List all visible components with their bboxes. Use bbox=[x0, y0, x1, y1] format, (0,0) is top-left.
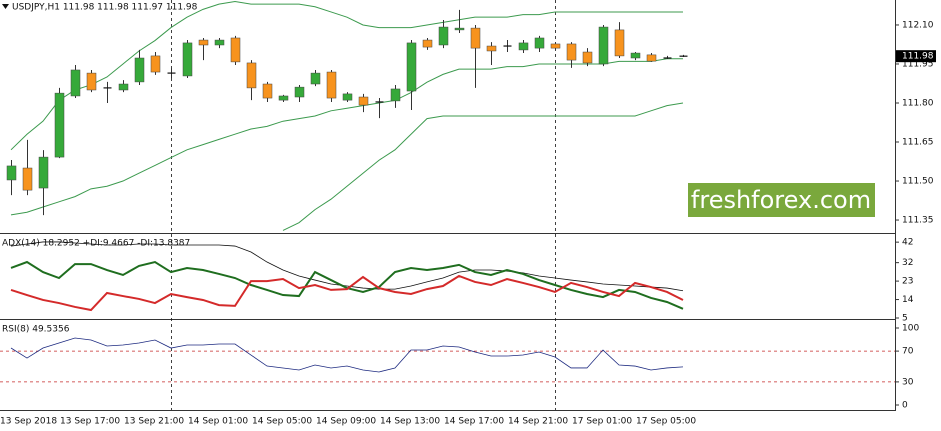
watermark: freshforex.com bbox=[691, 186, 871, 214]
candle-body bbox=[198, 39, 209, 46]
y-tick-label: 111.35 bbox=[902, 216, 934, 226]
candle-body bbox=[86, 72, 97, 91]
candle-body bbox=[486, 45, 497, 52]
candle-body bbox=[294, 86, 305, 98]
y-tick-label: 111.95 bbox=[902, 59, 934, 69]
x-tick-label: 14 Sep 21:00 bbox=[508, 417, 568, 427]
y-tick-label: 32 bbox=[902, 258, 913, 268]
candle-body bbox=[630, 52, 641, 59]
x-tick-label: 13 Sep 17:00 bbox=[60, 417, 120, 427]
indicator-line bbox=[10, 1, 683, 151]
candle-body bbox=[534, 37, 545, 49]
candle-body bbox=[470, 27, 481, 49]
x-tick-label: 14 Sep 13:00 bbox=[380, 417, 440, 427]
candle-body bbox=[358, 96, 369, 106]
candle-body bbox=[598, 26, 609, 65]
candle-body bbox=[118, 83, 129, 91]
symbol-icon bbox=[2, 4, 9, 9]
candle-body bbox=[134, 57, 145, 83]
candle-body bbox=[262, 83, 273, 99]
candle-body bbox=[310, 72, 321, 85]
indicator-panel bbox=[10, 241, 684, 312]
y-tick-label: 30 bbox=[902, 377, 914, 387]
y-tick-label: 70 bbox=[902, 347, 914, 357]
x-tick-label: 13 Sep 2018 bbox=[0, 417, 57, 427]
y-tick-label: 100 bbox=[902, 324, 919, 334]
candle-body bbox=[438, 26, 449, 46]
indicator-line bbox=[10, 337, 684, 373]
candle-body bbox=[614, 29, 625, 57]
candle-body bbox=[582, 51, 593, 64]
candle-body bbox=[150, 55, 161, 73]
y-tick-label: 5 bbox=[902, 314, 908, 324]
y-tick-label: 111.50 bbox=[902, 177, 934, 187]
y-tick-label: 111.80 bbox=[902, 98, 934, 108]
indicator-panel bbox=[0, 337, 895, 383]
candle-body bbox=[278, 95, 289, 101]
candle-body bbox=[22, 167, 33, 191]
y-tick-label: 0 bbox=[902, 400, 908, 410]
indicator-line bbox=[10, 274, 684, 312]
candle-body bbox=[390, 88, 401, 102]
indicator-line bbox=[10, 241, 684, 292]
price-marker-label: 111.98 bbox=[902, 52, 934, 62]
candle-body bbox=[518, 42, 529, 51]
watermark-box bbox=[688, 183, 875, 217]
indicator-line bbox=[282, 102, 684, 231]
candle-body bbox=[38, 156, 49, 189]
y-tick-label: 23 bbox=[902, 277, 913, 287]
candle-body bbox=[182, 42, 193, 77]
candle-body bbox=[326, 71, 337, 99]
chart-title: USDJPY,H1 111.98 111.98 111.97 111.98 bbox=[12, 3, 198, 13]
y-tick-label: 111.65 bbox=[902, 138, 934, 148]
x-tick-label: 14 Sep 01:00 bbox=[188, 417, 248, 427]
candle-body bbox=[230, 37, 241, 63]
candle-body bbox=[406, 42, 417, 92]
candle-body bbox=[342, 93, 353, 101]
candle-body bbox=[550, 43, 561, 49]
candle-body bbox=[6, 165, 17, 181]
candle-body bbox=[422, 39, 433, 48]
candle-body bbox=[246, 62, 257, 89]
candle-body bbox=[54, 92, 65, 158]
x-tick-label: 14 Sep 09:00 bbox=[316, 417, 376, 427]
candle-body bbox=[646, 54, 657, 62]
price-marker bbox=[896, 50, 936, 63]
x-tick-label: 14 Sep 05:00 bbox=[252, 417, 312, 427]
candle-body bbox=[70, 69, 81, 97]
x-tick-label: 17 Sep 01:00 bbox=[572, 417, 632, 427]
y-tick-label: 42 bbox=[902, 238, 913, 248]
candle-body bbox=[214, 39, 225, 46]
x-tick-label: 13 Sep 21:00 bbox=[124, 417, 184, 427]
x-tick-label: 17 Sep 05:00 bbox=[636, 417, 696, 427]
y-tick-label: 14 bbox=[902, 295, 914, 305]
candle-body bbox=[566, 43, 577, 61]
x-tick-label: 14 Sep 17:00 bbox=[444, 417, 504, 427]
y-tick-label: 112.10 bbox=[902, 20, 934, 30]
price-panel bbox=[6, 1, 688, 231]
indicator-title: ADX(14) 18.2952 +DI:9.4667 -DI:13.8387 bbox=[2, 239, 190, 249]
candle-body bbox=[454, 27, 465, 31]
indicator-title: RSI(8) 49.5356 bbox=[2, 325, 70, 335]
